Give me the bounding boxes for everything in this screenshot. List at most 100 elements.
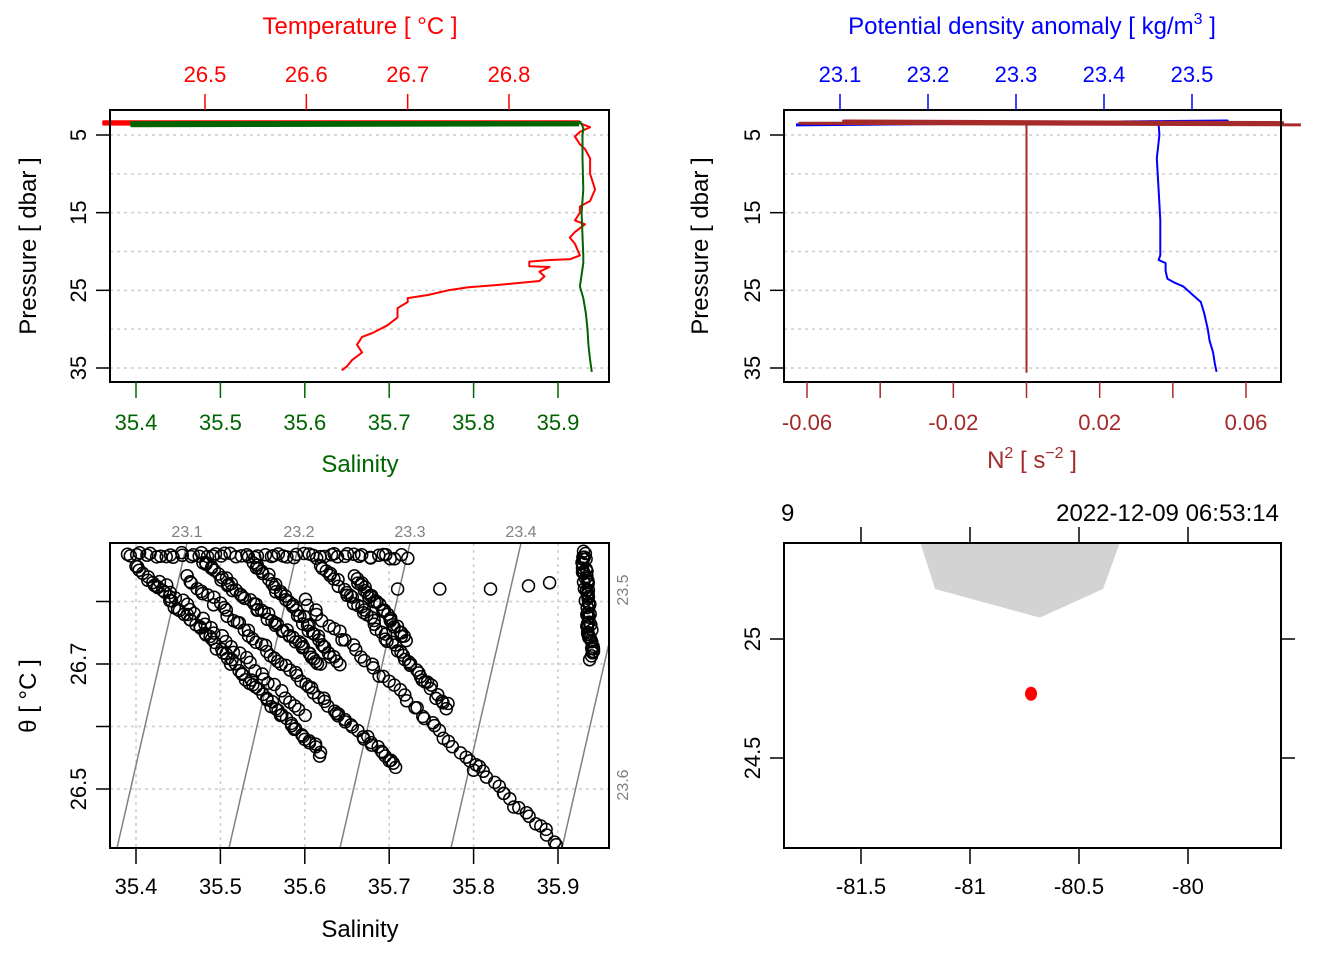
x-tick-label: 35.8 — [452, 874, 495, 899]
ts-point — [374, 744, 389, 759]
x-tick-label: 35.6 — [283, 874, 326, 899]
ts-point — [168, 591, 183, 605]
ts-point — [581, 590, 596, 604]
ts-point — [331, 707, 346, 721]
ts-point — [183, 575, 197, 589]
ts-point — [394, 548, 409, 562]
series-potential-density-anomaly — [1155, 123, 1218, 373]
bottom-x-tick-label: 35.5 — [199, 410, 242, 435]
p2-bottom-axis-label: N2 [ s−2 ] — [987, 445, 1077, 474]
y-tick-label: 15 — [66, 200, 91, 224]
ts-point — [235, 589, 250, 604]
ts-point — [429, 691, 443, 706]
ts-point — [378, 632, 392, 646]
ts-point — [357, 653, 372, 668]
ts-point — [261, 676, 275, 690]
panel-ts-diagram: 23.1 23.2 23.3 23.4 23.5 23.6 35.4 35.5 35.6 35.7… — [15, 524, 632, 943]
y-tick-label: 26.5 — [66, 768, 91, 811]
p3-marks — [120, 544, 601, 848]
p1-plot-frame — [109, 109, 610, 383]
ts-point — [279, 592, 293, 607]
top-x-tick-label: 26.8 — [488, 62, 531, 87]
x-tick-label: 35.9 — [537, 874, 580, 899]
ts-point — [521, 579, 536, 593]
p3-y-axis-label: θ [ °C ] — [15, 659, 42, 733]
ts-point — [398, 688, 412, 702]
ts-point — [483, 582, 498, 596]
ts-point — [329, 654, 344, 669]
ts-point — [196, 611, 210, 626]
ts-point — [275, 624, 289, 639]
ts-point — [387, 552, 402, 566]
x-tick-label: 35.5 — [199, 874, 242, 899]
ts-point — [327, 572, 341, 586]
ts-point — [207, 626, 221, 640]
ts-point — [279, 658, 293, 673]
ts-point — [159, 578, 174, 592]
ts-point — [123, 549, 138, 563]
ts-point — [260, 644, 274, 659]
x-tick-label: -80.5 — [1054, 874, 1104, 899]
ts-point — [176, 593, 190, 608]
p2-bottom-label-sup: 2 — [1004, 445, 1013, 462]
p4-title-left: 9 — [781, 500, 794, 527]
ts-point — [323, 650, 337, 664]
top-x-tick-label: 26.6 — [285, 62, 328, 87]
ts-point — [338, 549, 352, 564]
ts-point — [280, 550, 294, 564]
land-polygon — [920, 543, 1120, 618]
y-tick-label: 24.5 — [740, 737, 765, 780]
ts-point — [233, 646, 247, 660]
y-tick-label: 35 — [740, 356, 765, 380]
top-x-tick-label: 23.1 — [819, 62, 862, 87]
ts-point — [219, 603, 234, 617]
ts-point — [275, 707, 289, 722]
ts-point — [330, 550, 345, 564]
ts-point — [201, 588, 215, 602]
ts-point — [320, 699, 335, 713]
ts-point — [289, 547, 304, 562]
p1-grid — [110, 134, 609, 369]
isopycnal-label-right: 23.5 — [615, 574, 632, 605]
series-salinity — [578, 123, 593, 373]
p1-top-axis-label: Temperature [ °C ] — [263, 13, 458, 40]
y-tick-label: 26.7 — [66, 643, 91, 686]
station-marker — [1025, 686, 1038, 701]
ts-point — [343, 588, 358, 603]
ts-point — [274, 684, 289, 698]
ts-point — [466, 763, 481, 777]
ts-point — [220, 609, 234, 623]
ts-point — [380, 634, 394, 649]
ts-point — [403, 658, 417, 673]
series-temperature — [341, 122, 597, 372]
ts-point — [331, 572, 345, 587]
y-tick-label: 25 — [740, 627, 765, 651]
series-salinity-surface-spike- — [130, 121, 582, 128]
ts-point — [420, 675, 435, 689]
ts-point — [208, 547, 223, 561]
p3-grid — [110, 543, 609, 848]
ts-point — [432, 723, 447, 738]
p3-plot-frame — [109, 542, 610, 849]
ts-point — [207, 563, 222, 578]
ts-point — [257, 672, 271, 686]
ts-point — [417, 711, 431, 726]
p2-bottom-label-unit: [ s — [1013, 447, 1045, 474]
ts-point — [211, 567, 226, 581]
ts-point — [180, 568, 194, 583]
ts-point — [507, 800, 521, 814]
ts-point — [297, 546, 311, 561]
x-tick-label: 35.4 — [115, 874, 158, 899]
p2-bottom-label-end: ] — [1064, 447, 1077, 474]
ts-point — [146, 575, 160, 590]
x-tick-label: -81 — [954, 874, 986, 899]
ts-point — [240, 547, 254, 562]
p2-plot-frame — [783, 109, 1282, 383]
ts-point — [248, 680, 263, 694]
isopycnal-line — [339, 543, 411, 848]
ts-point — [175, 548, 190, 563]
p1-marks — [102, 120, 597, 373]
ts-point — [224, 639, 238, 654]
ts-point — [382, 754, 396, 768]
ts-point — [542, 576, 557, 590]
